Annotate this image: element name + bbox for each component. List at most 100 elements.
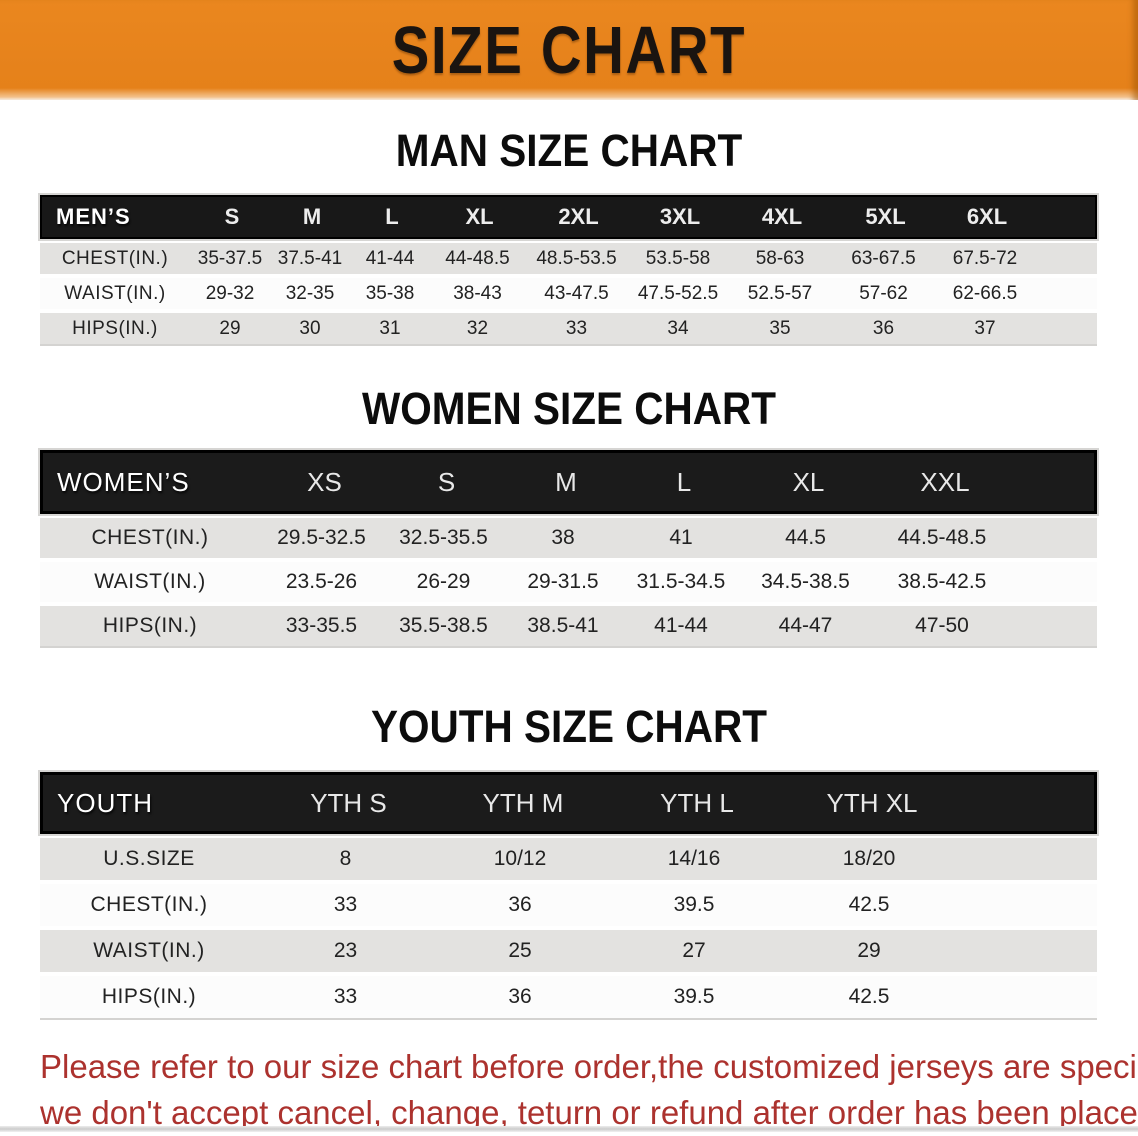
data-cell: 35-37.5 — [197, 247, 263, 269]
row-label: CHEST(IN.) — [61, 247, 169, 269]
data-cell: 41-44 — [654, 614, 708, 637]
row-label: U.S.SIZE — [103, 847, 195, 870]
women-header-row: WOMEN’S XS S M L XL XXL — [40, 450, 1097, 514]
youth-row-ussize: U.S.SIZE 8 10/12 14/16 18/20 — [40, 838, 1097, 880]
data-cell: 38.5-42.5 — [897, 570, 987, 593]
row-label: CHEST(IN.) — [90, 893, 208, 916]
youth-row-waist: WAIST(IN.) 23 25 27 29 — [40, 930, 1097, 972]
row-label: CHEST(IN.) — [91, 526, 209, 549]
data-cell: 38 — [551, 526, 575, 549]
data-cell: 23.5-26 — [285, 570, 358, 593]
row-label: WAIST(IN.) — [64, 282, 166, 304]
data-cell: 31.5-34.5 — [636, 570, 726, 593]
data-cell: 23 — [333, 939, 358, 962]
men-col-header-s: S — [224, 204, 240, 229]
data-cell: 42.5 — [848, 893, 890, 916]
data-cell: 29 — [219, 317, 241, 339]
women-col-header-xl: XL — [792, 466, 825, 497]
data-cell: 63-67.5 — [851, 247, 916, 269]
disclaimer-line-2: we don't accept cancel, change, teturn o… — [40, 1094, 1138, 1131]
data-cell: 34.5-38.5 — [761, 570, 850, 593]
data-cell: 41-44 — [365, 247, 415, 269]
banner-title: SIZE CHART — [391, 12, 747, 88]
men-col-header-4xl: 4XL — [761, 204, 803, 229]
row-label: HIPS(IN.) — [101, 985, 197, 1008]
men-col-header-xl: XL — [465, 204, 494, 229]
women-col-header-l: L — [676, 466, 692, 497]
men-size-table: MEN’S S M L XL 2XL 3XL 4XL 5XL 6XL CHEST… — [40, 195, 1097, 346]
youth-row-chest: CHEST(IN.) 33 36 39.5 42.5 — [40, 884, 1097, 926]
data-cell: 36 — [872, 317, 895, 339]
data-cell: 67.5-72 — [952, 247, 1018, 269]
men-row-hips: HIPS(IN.) 29 30 31 32 33 34 35 36 37 — [40, 313, 1097, 344]
data-cell: 39.5 — [673, 893, 715, 916]
data-cell: 26-29 — [416, 570, 471, 593]
data-cell: 25 — [508, 939, 532, 962]
data-cell: 29-32 — [205, 282, 255, 304]
women-row-chest: CHEST(IN.) 29.5-32.5 32.5-35.5 38 41 44.… — [40, 518, 1097, 558]
youth-section-title: YOUTH SIZE CHART — [370, 701, 767, 752]
data-cell: 33 — [333, 893, 358, 916]
row-label: WAIST(IN.) — [93, 939, 205, 962]
youth-col-header-m: YTH M — [482, 787, 564, 818]
women-col-header-xs: XS — [307, 466, 342, 497]
data-cell: 37.5-41 — [277, 247, 343, 269]
data-cell: 37 — [974, 317, 996, 339]
data-cell: 47.5-52.5 — [637, 282, 719, 304]
women-col-header-m: M — [555, 466, 577, 497]
men-row-waist: WAIST(IN.) 29-32 32-35 35-38 38-43 43-47… — [40, 278, 1097, 309]
bottom-edge-divider — [0, 1126, 1138, 1132]
data-cell: 44.5-48.5 — [897, 526, 987, 549]
men-col-header-6xl: 6XL — [966, 204, 1008, 229]
men-col-header-l: L — [385, 204, 399, 229]
data-cell: 48.5-53.5 — [536, 247, 617, 269]
data-cell: 57-62 — [859, 282, 908, 304]
youth-row-hips: HIPS(IN.) 33 36 39.5 42.5 — [40, 976, 1097, 1018]
data-cell: 8 — [339, 847, 352, 870]
data-cell: 38-43 — [453, 282, 502, 304]
data-cell: 47-50 — [915, 614, 969, 637]
data-cell: 35-38 — [365, 282, 415, 304]
data-cell: 39.5 — [673, 985, 715, 1008]
size-chart-banner: SIZE CHART — [0, 0, 1138, 100]
youth-header-row: YOUTH YTH S YTH M YTH L YTH XL — [40, 772, 1097, 834]
data-cell: 29.5-32.5 — [277, 526, 366, 549]
data-cell: 41 — [669, 526, 693, 549]
data-cell: 36 — [508, 985, 532, 1008]
data-cell: 32.5-35.5 — [399, 526, 488, 549]
youth-col-header-l: YTH L — [660, 787, 734, 818]
row-label: HIPS(IN.) — [72, 317, 158, 339]
data-cell: 38.5-41 — [527, 614, 599, 637]
men-col-header-2xl: 2XL — [558, 204, 599, 229]
data-cell: 33-35.5 — [285, 614, 358, 637]
men-col-header-3xl: 3XL — [659, 204, 701, 229]
data-cell: 62-66.5 — [952, 282, 1018, 304]
data-cell: 30 — [299, 317, 321, 339]
disclaimer-line-1: Please refer to our size chart before or… — [40, 1048, 1138, 1085]
women-row-waist: WAIST(IN.) 23.5-26 26-29 29-31.5 31.5-34… — [40, 562, 1097, 602]
data-cell: 53.5-58 — [645, 247, 711, 269]
men-col-header-m: M — [302, 204, 322, 229]
women-size-table: WOMEN’S XS S M L XL XXL CHEST(IN.) 29.5-… — [40, 450, 1097, 648]
data-cell: 33 — [565, 317, 588, 339]
data-cell: 44-47 — [778, 614, 833, 637]
data-cell: 10/12 — [493, 847, 547, 870]
data-cell: 52.5-57 — [747, 282, 813, 304]
data-cell: 32-35 — [285, 282, 335, 304]
men-row-chest: CHEST(IN.) 35-37.5 37.5-41 41-44 44-48.5… — [40, 243, 1097, 274]
row-label: WAIST(IN.) — [94, 570, 206, 593]
row-label: HIPS(IN.) — [102, 614, 198, 637]
women-section-title: WOMEN SIZE CHART — [362, 383, 776, 434]
women-col-header-xxl: XXL — [920, 466, 970, 497]
data-cell: 35.5-38.5 — [399, 614, 488, 637]
women-col-header-s: S — [437, 466, 456, 497]
men-header-row: MEN’S S M L XL 2XL 3XL 4XL 5XL 6XL — [40, 195, 1097, 239]
men-col-header-5xl: 5XL — [865, 204, 906, 229]
data-cell: 42.5 — [848, 985, 890, 1008]
data-cell: 32 — [466, 317, 489, 339]
youth-header-label: YOUTH — [57, 787, 153, 818]
data-cell: 29-31.5 — [527, 570, 599, 593]
man-section-title: MAN SIZE CHART — [395, 125, 743, 176]
data-cell: 44.5 — [785, 526, 826, 549]
data-cell: 34 — [667, 317, 689, 339]
